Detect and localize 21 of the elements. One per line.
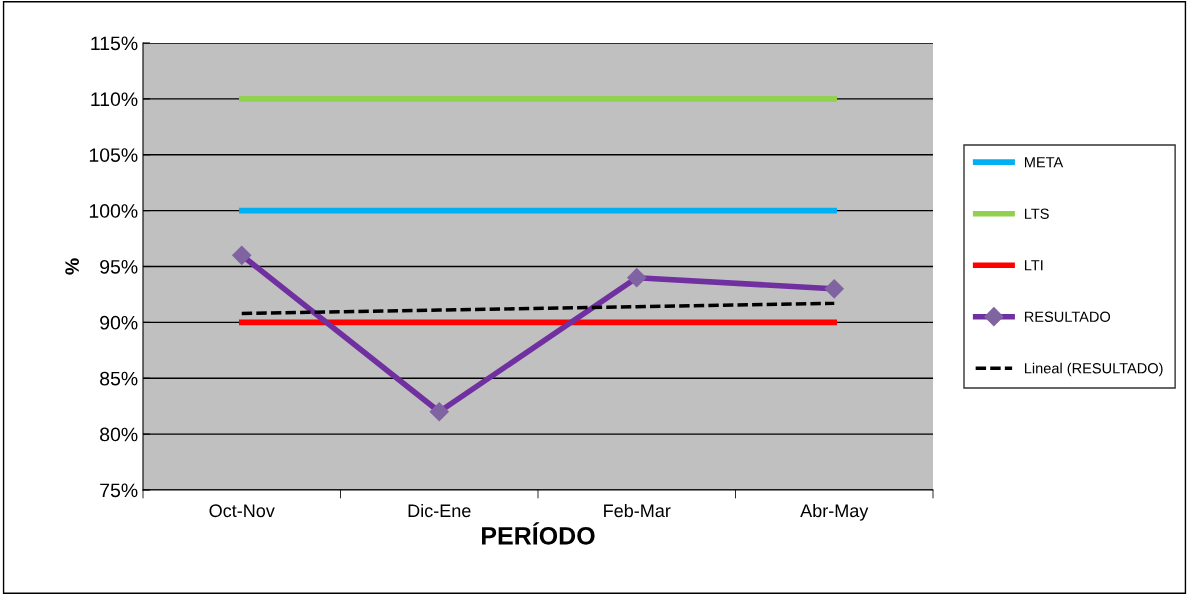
line-series [240,301,836,316]
y-axis-title: % [65,258,79,275]
y-tick-label: 110% [91,92,138,107]
legend-label: Lineal (RESULTADO) [1024,362,1163,377]
x-tick-label: Oct-Nov [209,504,275,518]
y-tick-label: 100% [89,204,138,218]
y-tick-label: 75% [100,483,138,498]
y-tick-label: 115% [91,36,138,51]
legend-label: LTS [1024,208,1049,219]
legend-label: RESULTADO [1024,311,1111,322]
x-tick-label: Dic-Ene [408,503,471,518]
y-tick-label: 80% [100,427,138,442]
y-tick-label: 85% [100,371,138,386]
x-axis-title: PERÍODO [482,522,595,545]
legend-label: META [1024,157,1064,168]
x-tick-label: Feb-Mar [604,503,671,518]
legend-label: LTI [1024,260,1043,271]
y-tick-label: 95% [100,259,138,274]
y-tick-label: 90% [100,315,138,330]
x-tick-label: Abr-May [800,503,869,521]
y-tick-label: 105% [89,148,138,162]
